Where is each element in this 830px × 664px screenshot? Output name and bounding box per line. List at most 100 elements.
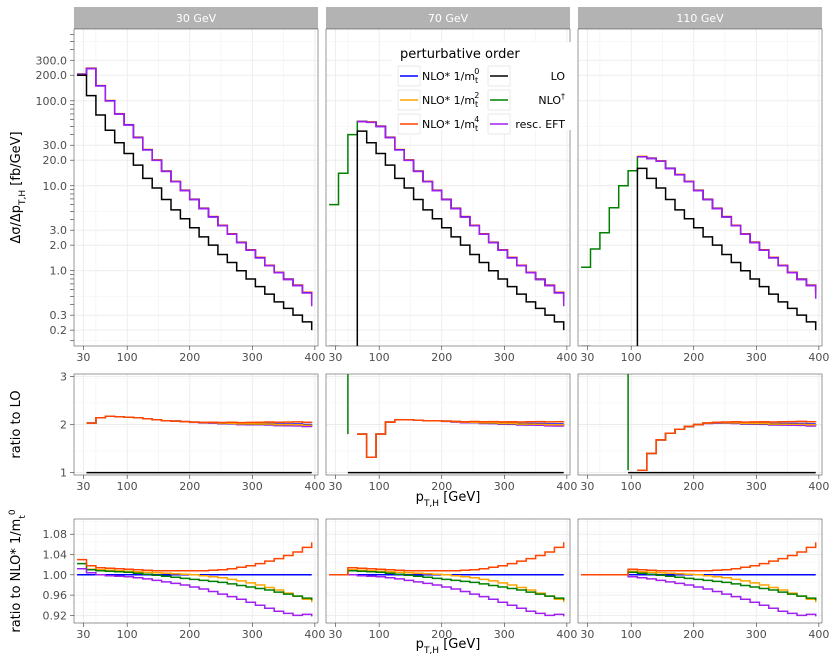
series-group-dist	[581, 155, 817, 346]
legend-label-sub: t	[475, 124, 478, 133]
x-tick-label: 100	[369, 628, 390, 641]
facet-strip-label: 110 GeV	[676, 12, 724, 25]
x-tick-label: 400	[808, 628, 829, 641]
x-axis-title-ratio: pT,H [GeV]	[416, 490, 481, 509]
x-tick-label: 200	[683, 480, 704, 493]
x-tick-label: 30	[76, 628, 90, 641]
series-nlo4-rel	[77, 542, 313, 572]
x-tick-label: 200	[179, 351, 200, 364]
x-tick-label: 30	[76, 480, 90, 493]
series-eft-rel	[581, 574, 817, 617]
legend-label-nlo0: NLO* 1/mt0	[422, 67, 479, 85]
series-group-ratio-nlo	[77, 542, 313, 617]
panel-border	[73, 28, 319, 347]
axis-title-part: T,H	[423, 499, 439, 509]
series-group-dist	[329, 120, 565, 346]
y-tick-label: 100.0	[36, 95, 68, 108]
series-nlo4-rel	[581, 542, 817, 576]
x-tick-label: 30	[580, 351, 594, 364]
axis-title-part: ratio to NLO* 1/m	[9, 519, 24, 633]
panel-border	[577, 518, 823, 624]
axis-title-part: 0	[8, 509, 18, 515]
legend-label-text: NLO* 1/m	[422, 118, 475, 131]
axis-title-part: p	[416, 490, 424, 505]
legend-label-lo: LO	[551, 70, 566, 83]
facet-strip-label: 70 GeV	[428, 12, 469, 25]
legend-label-text: resc. EFT	[515, 118, 565, 131]
series-nlo4-ratio	[86, 415, 313, 424]
axis-title-part: p	[416, 637, 424, 652]
legend-label-eft: resc. EFT	[515, 118, 565, 131]
x-tick-label: 100	[621, 628, 642, 641]
x-tick-label: 100	[117, 480, 138, 493]
axis-title-part: [fb/GeV]	[9, 131, 24, 189]
y-tick-label: 20.0	[43, 154, 68, 167]
x-tick-label: 100	[621, 480, 642, 493]
y-tick-label: 1.08	[43, 528, 68, 541]
series-nlo-dagger-rel	[581, 571, 817, 601]
y-tick-label: 10.0	[43, 180, 68, 193]
series-eft	[357, 120, 565, 307]
x-tick-label: 100	[117, 351, 138, 364]
series-nlo4-ratio	[357, 418, 565, 458]
x-tick-label: 300	[494, 351, 515, 364]
x-tick-label: 300	[242, 628, 263, 641]
legend-label-sup: 0	[474, 67, 479, 76]
y-tick-label: 0.92	[43, 609, 68, 622]
y-axis-title-ratio-lo: ratio to LO	[9, 390, 24, 458]
axis-title-part: [GeV]	[439, 637, 480, 652]
legend-label-sup: 2	[474, 91, 479, 100]
panel-border	[325, 28, 571, 347]
x-tick-label: 200	[431, 480, 452, 493]
series-group-ratio	[627, 374, 817, 474]
x-tick-label: 400	[304, 351, 325, 364]
series-lo	[77, 74, 313, 331]
series-nlo4-rel	[329, 542, 565, 576]
x-tick-label: 400	[556, 351, 577, 364]
legend-label-text: NLO* 1/m	[422, 94, 475, 107]
x-tick-label: 200	[431, 628, 452, 641]
x-tick-label: 400	[304, 480, 325, 493]
x-tick-label: 300	[494, 628, 515, 641]
series-lo	[356, 130, 565, 346]
series-lo	[636, 167, 817, 346]
series-eft-rel	[77, 567, 313, 617]
axis-title-part: Δσ/Δp	[9, 205, 24, 244]
axis-title-part: [GeV]	[439, 490, 480, 505]
y-tick-label: 1.04	[43, 549, 68, 562]
panel-r0-f0	[74, 29, 318, 346]
panel-r0-f2	[578, 29, 822, 346]
series-nlo-dagger-rel	[77, 562, 313, 601]
x-tick-label: 400	[808, 351, 829, 364]
legend-label-nlo4: NLO* 1/mt4	[422, 115, 479, 133]
panel-border	[577, 28, 823, 347]
x-tick-label: 300	[494, 480, 515, 493]
legend-label-nlo2: NLO* 1/mt2	[422, 91, 479, 109]
x-tick-label: 200	[179, 480, 200, 493]
axis-title-part: t	[18, 515, 28, 519]
series-nlo-dagger-rel	[329, 569, 565, 601]
series-nlo4-ratio	[637, 420, 817, 471]
x-tick-label: 30	[76, 351, 90, 364]
facet-strip	[74, 7, 318, 29]
series-group-ratio	[347, 374, 565, 474]
y-tick-label: 2	[60, 419, 67, 432]
y-tick-label: 1	[60, 467, 67, 480]
y-tick-label: 0.2	[50, 324, 68, 337]
x-tick-label: 300	[746, 628, 767, 641]
y-tick-label: 0.3	[50, 309, 68, 322]
x-tick-label: 200	[179, 628, 200, 641]
axis-title-part: ratio to LO	[9, 390, 24, 458]
x-tick-label: 400	[304, 628, 325, 641]
x-tick-label: 30	[328, 628, 342, 641]
legend-label-text: NLO	[538, 94, 561, 107]
facet-strip	[326, 7, 570, 29]
y-tick-label: 3.0	[50, 224, 68, 237]
y-tick-label: 1.00	[43, 569, 68, 582]
y-axis-title-ratio-nlo: ratio to NLO* 1/mt0	[8, 509, 28, 633]
legend-label-text: LO	[551, 70, 566, 83]
legend-label-nlod: NLO†	[538, 92, 565, 107]
y-tick-label: 3	[60, 370, 67, 383]
panel-border	[577, 373, 823, 476]
